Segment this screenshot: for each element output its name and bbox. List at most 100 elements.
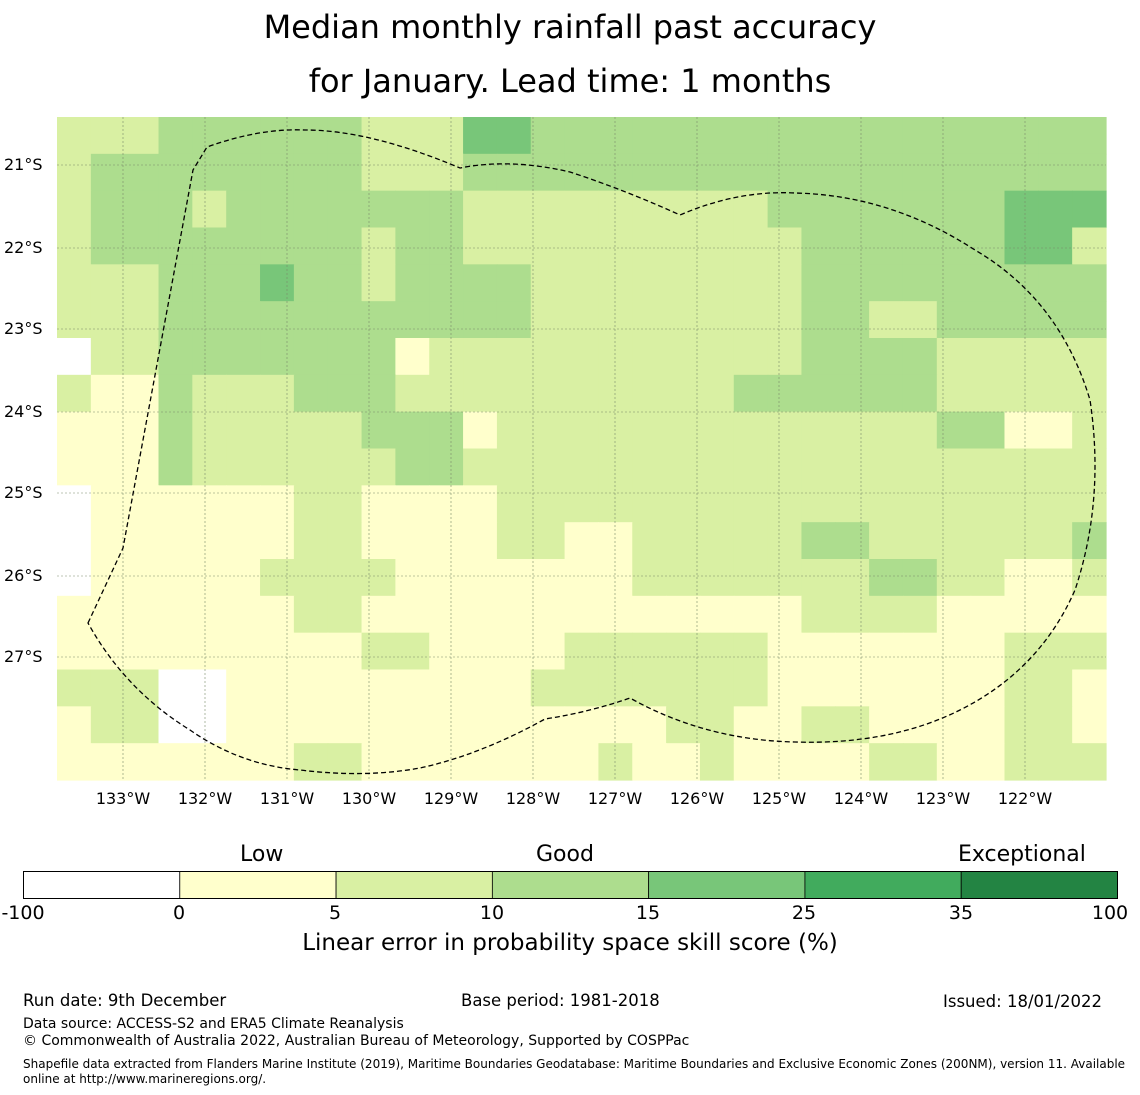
grid-cell <box>970 706 1006 744</box>
grid-cell <box>463 153 498 192</box>
grid-cell <box>429 522 464 560</box>
grid-cell <box>835 706 870 744</box>
grid-cell <box>936 595 972 634</box>
grid-cell <box>260 338 295 376</box>
grid-cell <box>598 522 633 560</box>
grid-cell <box>666 706 701 744</box>
grid-cell <box>902 264 938 302</box>
grid-cell <box>124 264 160 302</box>
grid-cell <box>632 301 667 339</box>
grid-cell <box>158 595 193 634</box>
grid-cell <box>936 190 972 229</box>
grid-cell <box>936 522 972 560</box>
grid-cell <box>801 411 836 450</box>
grid-cell <box>192 485 227 523</box>
grid-cell <box>1004 117 1039 155</box>
grid-cell <box>632 448 667 486</box>
grid-cell <box>564 227 600 265</box>
grid-cell <box>361 301 396 339</box>
grid-cell <box>699 706 735 744</box>
grid-cell <box>699 301 735 339</box>
grid-cell <box>1004 374 1039 413</box>
grid-cell <box>869 743 904 781</box>
copyright: © Commonwealth of Australia 2022, Austra… <box>23 1033 690 1049</box>
colorbar-segment <box>179 871 337 899</box>
grid-cell <box>666 669 701 707</box>
grid-cell <box>1004 301 1039 339</box>
grid-cell <box>936 706 972 744</box>
grid-cell <box>57 632 92 671</box>
grid-cell <box>936 153 972 192</box>
lon-label: 128°W <box>505 789 561 808</box>
grid-cell <box>666 411 701 450</box>
grid-cell <box>1072 743 1107 781</box>
grid-cell <box>902 522 938 560</box>
grid-cell <box>158 374 193 413</box>
grid-cell <box>260 190 295 229</box>
grid-cell <box>936 743 972 781</box>
grid-cell <box>530 559 566 597</box>
grid-cell <box>429 153 464 192</box>
grid-cell <box>1072 301 1107 339</box>
lat-label: 27°S <box>4 647 43 666</box>
grid-cell <box>361 411 396 450</box>
grid-cell <box>902 190 938 229</box>
grid-cell <box>733 374 769 413</box>
grid-cell <box>57 117 92 155</box>
grid-cell <box>869 411 904 450</box>
grid-cell <box>429 338 464 376</box>
grid-cell <box>632 743 667 781</box>
grid-cell <box>90 595 126 634</box>
grid-cell <box>632 595 667 634</box>
grid-cell <box>666 301 701 339</box>
grid-cell <box>293 595 329 634</box>
grid-cell <box>361 190 396 229</box>
grid-cell <box>564 669 600 707</box>
grid-cell <box>496 706 532 744</box>
lon-label: 132°W <box>177 789 233 808</box>
grid-cell <box>632 559 667 597</box>
grid-cell <box>835 559 870 597</box>
grid-cell <box>293 301 329 339</box>
grid-cell <box>767 448 803 486</box>
chart-title: Median monthly rainfall past accuracy fo… <box>0 0 1140 108</box>
grid-cell <box>395 595 430 634</box>
skill-grid <box>57 117 1107 781</box>
grid-cell <box>496 448 532 486</box>
grid-cell <box>936 227 972 265</box>
grid-cell <box>260 669 295 707</box>
grid-cell <box>936 338 972 376</box>
grid-cell <box>90 485 126 523</box>
grid-cell <box>564 522 600 560</box>
grid-cell <box>767 227 803 265</box>
grid-cell <box>260 374 295 413</box>
grid-cell <box>327 485 363 523</box>
grid-cell <box>530 264 566 302</box>
grid-cell <box>429 190 464 229</box>
grid-cell <box>801 485 836 523</box>
grid-cell <box>361 669 396 707</box>
grid-cell <box>90 338 126 376</box>
grid-cell <box>429 448 464 486</box>
grid-cell <box>496 485 532 523</box>
grid-cell <box>970 411 1006 450</box>
colorbar-label-low: Low <box>240 842 284 867</box>
grid-cell <box>1072 264 1107 302</box>
grid-cell <box>1072 632 1107 671</box>
grid-cell <box>327 632 363 671</box>
grid-cell <box>192 743 227 781</box>
grid-cell <box>632 338 667 376</box>
grid-cell <box>429 559 464 597</box>
grid-cell <box>1072 485 1107 523</box>
grid-cell <box>226 190 261 229</box>
grid-cell <box>801 706 836 744</box>
grid-cell <box>463 264 498 302</box>
grid-cell <box>260 706 295 744</box>
grid-cell <box>293 743 329 781</box>
grid-cell <box>632 669 667 707</box>
grid-cell <box>226 448 261 486</box>
grid-cell <box>936 117 972 155</box>
grid-cell <box>361 227 396 265</box>
grid-cell <box>57 706 92 744</box>
lon-label: 122°W <box>997 789 1053 808</box>
